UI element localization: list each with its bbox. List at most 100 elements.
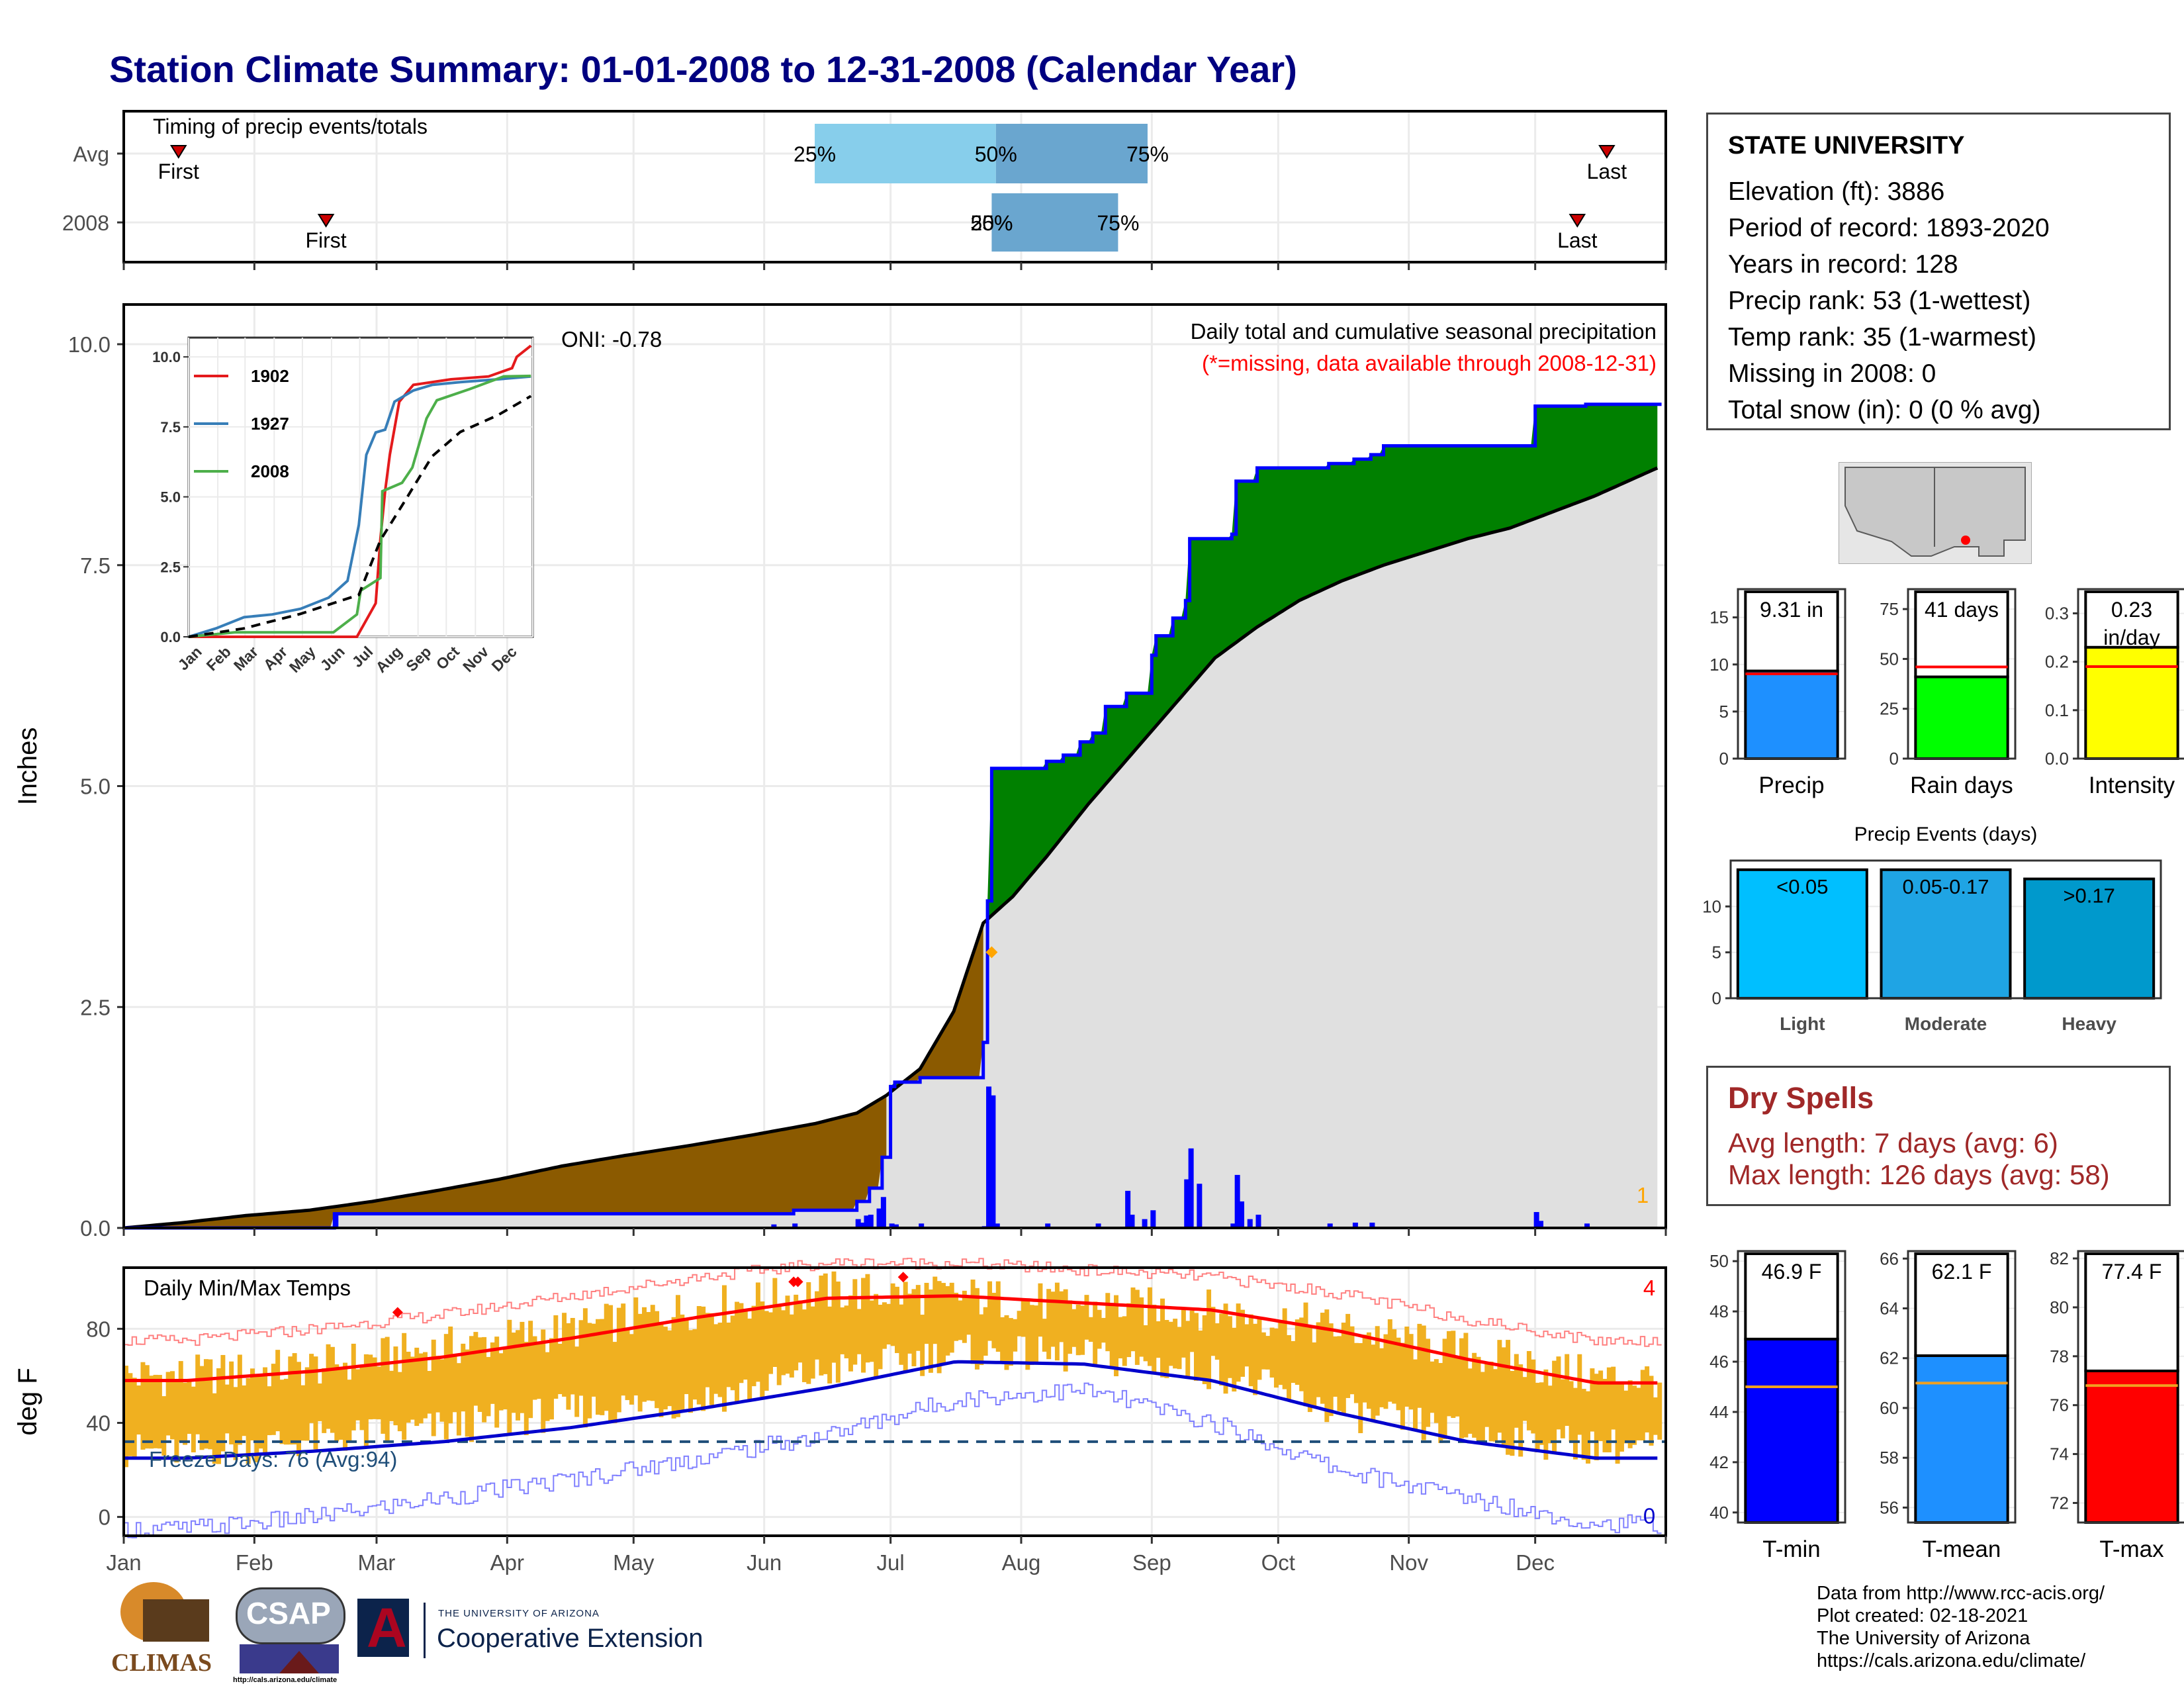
- temp-daily-bar: [840, 1307, 845, 1354]
- station-precip-rank: Precip rank: 53 (1-wettest): [1728, 287, 2031, 315]
- temp-daily-bar: [330, 1346, 335, 1433]
- temp-daily-bar: [1341, 1323, 1346, 1415]
- temp-daily-bar: [208, 1359, 213, 1450]
- temp-frame: [122, 1266, 1667, 1537]
- temp-daily-bar: [794, 1294, 799, 1371]
- temp-daily-bar: [1324, 1309, 1330, 1423]
- temp-daily-bar: [612, 1342, 617, 1423]
- temp-daily-bar: [582, 1308, 588, 1428]
- mini-y-tick-label: 82: [2050, 1248, 2069, 1268]
- temp-daily-bar: [776, 1304, 782, 1385]
- temp-daily-bar: [954, 1292, 959, 1341]
- temp-daily-bar: [713, 1324, 719, 1394]
- temp-daily-bar: [1122, 1316, 1127, 1366]
- mini-value-label: 41 days: [1925, 598, 1999, 622]
- station-info-panel: STATE UNIVERSITY Elevation (ft): 3886 Pe…: [1706, 113, 2171, 430]
- temp-daily-bar: [528, 1321, 533, 1419]
- temp-daily-bar: [507, 1319, 512, 1433]
- temp-daily-bar: [1518, 1364, 1524, 1457]
- temp-daily-bar: [1492, 1369, 1498, 1442]
- temp-daily-bar: [1126, 1303, 1132, 1358]
- temp-daily-bar: [1362, 1335, 1367, 1403]
- temp-daily-bar: [1337, 1336, 1342, 1411]
- mini-y-tick-label: 64: [1880, 1299, 1899, 1319]
- precip-daily-bar: [1129, 1214, 1135, 1228]
- temp-daily-bar: [675, 1295, 680, 1417]
- mini-frame: [2077, 1250, 2184, 1524]
- footer-plot-created: Plot created: 02-18-2021: [1817, 1605, 2028, 1626]
- precip-avg-cumulative-area: [124, 467, 1658, 1228]
- temp-daily-bar: [1467, 1368, 1473, 1434]
- temp-daily-bar: [1417, 1323, 1422, 1408]
- mini-total-box: [1744, 590, 1839, 673]
- mini-y-tick-label: 74: [2050, 1444, 2069, 1464]
- temp-daily-bar: [1531, 1359, 1536, 1434]
- temp-daily-bar: [562, 1313, 567, 1397]
- temp-daily-bar: [1353, 1342, 1359, 1403]
- precip-daily-bar: [1184, 1179, 1190, 1228]
- temp-daily-bar: [789, 1314, 794, 1378]
- temp-daily-bar: [701, 1306, 706, 1411]
- pe-bar: [1736, 868, 1868, 1000]
- precip-daily-bar: [889, 1223, 895, 1228]
- temp-x-tick-label: Jul: [877, 1550, 905, 1575]
- temp-daily-bar: [662, 1327, 668, 1410]
- inset-y-tick-label: 0.0: [160, 629, 181, 645]
- temp-daily-bar: [865, 1274, 870, 1363]
- temp-daily-bar: [477, 1337, 482, 1412]
- mini-total-box: [2084, 590, 2179, 649]
- temp-daily-bar: [1636, 1387, 1641, 1440]
- temp-daily-bar: [322, 1368, 327, 1433]
- mini-frame: [1737, 588, 1846, 760]
- temp-daily-bar: [304, 1367, 310, 1441]
- precip-events-title: Precip Events (days): [1854, 823, 2038, 845]
- mini-value-bar: [2084, 1369, 2179, 1524]
- timing-row-label: Avg: [73, 142, 109, 166]
- mini-frame: [1907, 588, 2017, 760]
- precip-daily-bar: [1247, 1219, 1253, 1228]
- temp-daily-bar: [516, 1330, 521, 1421]
- pe-bar: [2023, 877, 2156, 1000]
- temp-daily-bar: [785, 1295, 790, 1374]
- temp-daily-bar: [195, 1354, 201, 1434]
- temp-daily-bar: [381, 1338, 386, 1434]
- temp-daily-bar: [165, 1372, 171, 1436]
- temp-freeze-label: Freeze Days: 76 (Avg:94): [149, 1447, 397, 1472]
- temp-daily-bar: [511, 1333, 516, 1413]
- temp-daily-bar: [532, 1336, 537, 1400]
- inset-series-line: [188, 375, 531, 638]
- mini-category-label: Precip: [1758, 773, 1824, 798]
- temp-daily-bar: [646, 1312, 651, 1401]
- temp-daily-bar: [1168, 1321, 1173, 1366]
- page-title: Station Climate Summary: 01-01-2008 to 1…: [109, 48, 1297, 90]
- temp-x-tick-label: Jan: [106, 1550, 141, 1575]
- temp-daily-bar: [376, 1366, 381, 1420]
- temp-daily-bar: [772, 1278, 778, 1368]
- temp-daily-bar: [667, 1330, 672, 1407]
- temp-daily-bar: [861, 1278, 866, 1373]
- temp-title: Daily Min/Max Temps: [144, 1276, 351, 1300]
- temp-daily-bar: [1514, 1354, 1519, 1428]
- temp-daily-bar: [1312, 1342, 1317, 1407]
- pe-bar: [1880, 868, 2012, 1000]
- temp-record-high-count: 4: [1643, 1276, 1655, 1300]
- temp-daily-bar: [810, 1306, 815, 1379]
- precip-y-tick-label: 2.5: [80, 995, 111, 1019]
- temp-daily-bar: [1253, 1323, 1258, 1395]
- precip-daily-bar: [1533, 1211, 1539, 1228]
- temp-daily-bar: [490, 1342, 495, 1404]
- temp-daily-bar: [414, 1347, 420, 1427]
- temp-daily-bar: [604, 1303, 609, 1411]
- temp-daily-bar: [220, 1354, 226, 1452]
- temp-daily-bar: [1206, 1289, 1212, 1389]
- temp-daily-bar: [183, 1382, 188, 1445]
- temp-daily-bar: [486, 1356, 491, 1417]
- temp-daily-bar: [962, 1290, 967, 1343]
- timing-row-label: 2008: [62, 211, 109, 235]
- climas-logo-text: CLIMAS: [111, 1649, 212, 1677]
- temp-daily-bar: [431, 1339, 436, 1436]
- temp-daily-bar: [621, 1303, 626, 1396]
- station-name: STATE UNIVERSITY: [1728, 132, 1965, 160]
